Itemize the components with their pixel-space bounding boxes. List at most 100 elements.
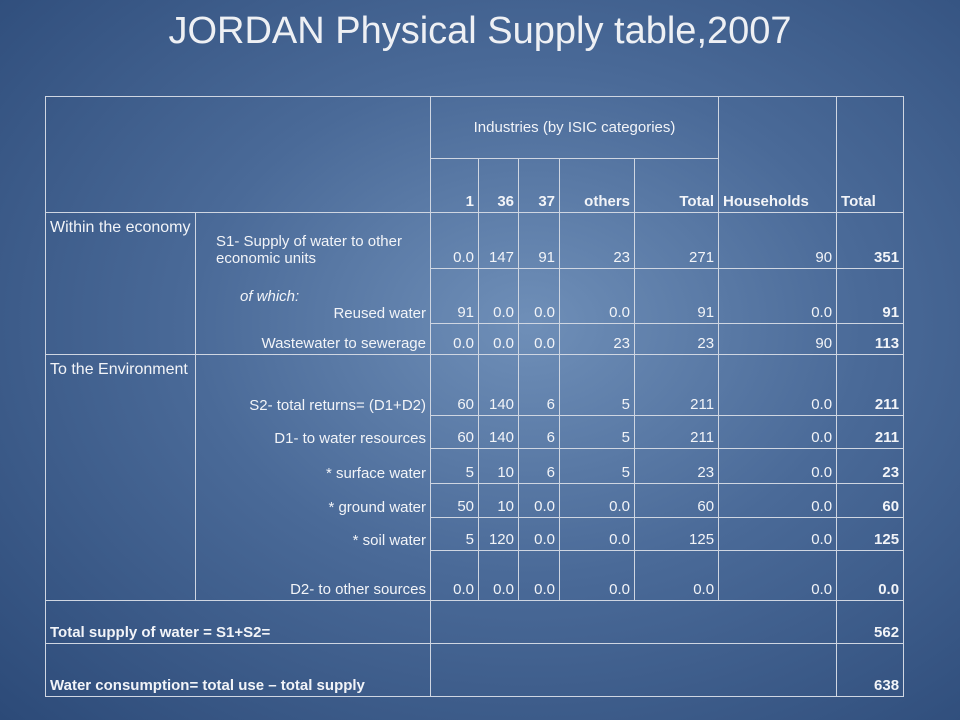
cell: S2- total returns= (D1+D2) <box>195 354 431 416</box>
cell: 5 <box>430 448 479 484</box>
cell: 37 <box>518 158 560 213</box>
table-row: of which: Reused water 91 0.0 0.0 0.0 91 0.0 91 <box>46 268 905 324</box>
row-label: * soil water <box>352 531 426 549</box>
cell: Total supply of water = S1+S2= <box>45 600 431 644</box>
cell: 211 <box>836 354 905 416</box>
row-label: S1- Supply of water to other economic un… <box>216 232 402 267</box>
cell: 1 <box>430 158 479 213</box>
supply-table: Industries (by ISIC categories) Household… <box>45 96 905 697</box>
cell: 23 <box>836 448 905 484</box>
cell: 271 <box>633 212 720 269</box>
cell: 0.0 <box>518 550 560 601</box>
cell <box>45 96 431 213</box>
cell: 140 <box>478 354 519 416</box>
cell: Wastewater to sewerage <box>195 323 431 355</box>
row-label: * ground water <box>328 498 426 516</box>
cell: 0.0 <box>559 550 635 601</box>
cell: 0.0 <box>430 550 479 601</box>
cell: 113 <box>836 323 905 355</box>
cell: 125 <box>836 517 905 551</box>
cell: 0.0 <box>718 415 838 449</box>
row-label: S2- total returns= (D1+D2) <box>249 396 426 414</box>
cell: 211 <box>836 415 905 449</box>
row-label: Wastewater to sewerage <box>261 335 426 352</box>
row-label: D2- to other sources <box>290 581 426 598</box>
cell: 140 <box>478 415 519 449</box>
cell: 211 <box>633 415 720 449</box>
cell: * surface water <box>195 448 431 484</box>
cell: 91 <box>633 268 720 324</box>
cell: 0.0 <box>478 550 519 601</box>
cell: 0.0 <box>718 550 838 601</box>
cell: 147 <box>478 212 519 269</box>
cell: 0.0 <box>478 323 519 355</box>
cell: 0.0 <box>718 354 838 416</box>
cell: 90 <box>718 323 838 355</box>
cell: 0.0 <box>718 517 838 551</box>
cell: 0.0 <box>718 448 838 484</box>
cell: 5 <box>430 517 479 551</box>
cell: 6 <box>518 354 560 416</box>
cell: D1- to water resources <box>195 415 431 449</box>
cell: * soil water <box>195 517 431 551</box>
cell: Water consumption= total use – total sup… <box>45 643 431 697</box>
cell: 23 <box>633 448 720 484</box>
cell: 91 <box>430 268 479 324</box>
cell: 0.0 <box>559 517 635 551</box>
cell: 562 <box>836 600 905 644</box>
cell: 120 <box>478 517 519 551</box>
table-row: Water consumption= total use – total sup… <box>45 643 905 697</box>
cell: Industries (by ISIC categories) <box>429 96 720 159</box>
cell: 6 <box>518 415 560 449</box>
table-row: * surface water 5 10 6 5 23 0.0 23 <box>46 448 905 484</box>
cell: 6 <box>518 448 560 484</box>
cell: 60 <box>836 483 905 518</box>
cell <box>429 643 838 697</box>
cell: 23 <box>559 212 635 269</box>
cell: 0.0 <box>518 323 560 355</box>
table-row: * soil water 5 120 0.0 0.0 125 0.0 125 <box>46 517 905 551</box>
cell: of which: Reused water <box>195 268 431 324</box>
cell: 0.0 <box>518 268 560 324</box>
cell: 60 <box>430 415 479 449</box>
cell: 0.0 <box>718 268 838 324</box>
cell: 0.0 <box>518 483 560 518</box>
table-row: Within the economy S1- Supply of water to… <box>45 212 905 355</box>
cell: * ground water <box>195 483 431 518</box>
cell: 0.0 <box>718 483 838 518</box>
cell: 36 <box>478 158 519 213</box>
cell: others <box>559 158 635 213</box>
cell: 91 <box>836 268 905 324</box>
cell: 0.0 <box>478 268 519 324</box>
cell: 5 <box>559 448 635 484</box>
cell: 60 <box>633 483 720 518</box>
cell: 10 <box>478 448 519 484</box>
cell: Total <box>633 158 720 213</box>
cell: 91 <box>518 212 560 269</box>
table-row: D1- to water resources 60 140 6 5 211 0.0 211 <box>46 415 905 449</box>
cell: 23 <box>633 323 720 355</box>
cell: 0.0 <box>633 550 720 601</box>
cell: S1- Supply of water to other economic un… <box>195 212 431 269</box>
cell: 211 <box>633 354 720 416</box>
cell: 125 <box>633 517 720 551</box>
table-row: D2- to other sources 0.0 0.0 0.0 0.0 0.0 0.0 0.… <box>46 550 905 601</box>
cell: 0.0 <box>430 212 479 269</box>
table-row: 1 36 37 others Total <box>46 158 904 213</box>
cell: Households <box>718 96 838 213</box>
row-label: * surface water <box>325 464 426 482</box>
table-row: Industries (by ISIC categories) Household… <box>45 96 905 213</box>
cell: 351 <box>836 212 905 269</box>
cell: 0.0 <box>430 323 479 355</box>
row-label: Reused water <box>333 304 426 322</box>
cell: 50 <box>430 483 479 518</box>
table-row: Total supply of water = S1+S2= 562 <box>45 600 905 644</box>
cell: Total <box>836 96 905 213</box>
cell: 0.0 <box>836 550 905 601</box>
cell: 90 <box>718 212 838 269</box>
table-row: * ground water 50 10 0.0 0.0 60 0.0 60 <box>46 483 905 518</box>
row-label: D1- to water resources <box>274 429 426 447</box>
cell: 0.0 <box>518 517 560 551</box>
table-row: To the Environment S2- total returns= (D1… <box>45 354 905 601</box>
